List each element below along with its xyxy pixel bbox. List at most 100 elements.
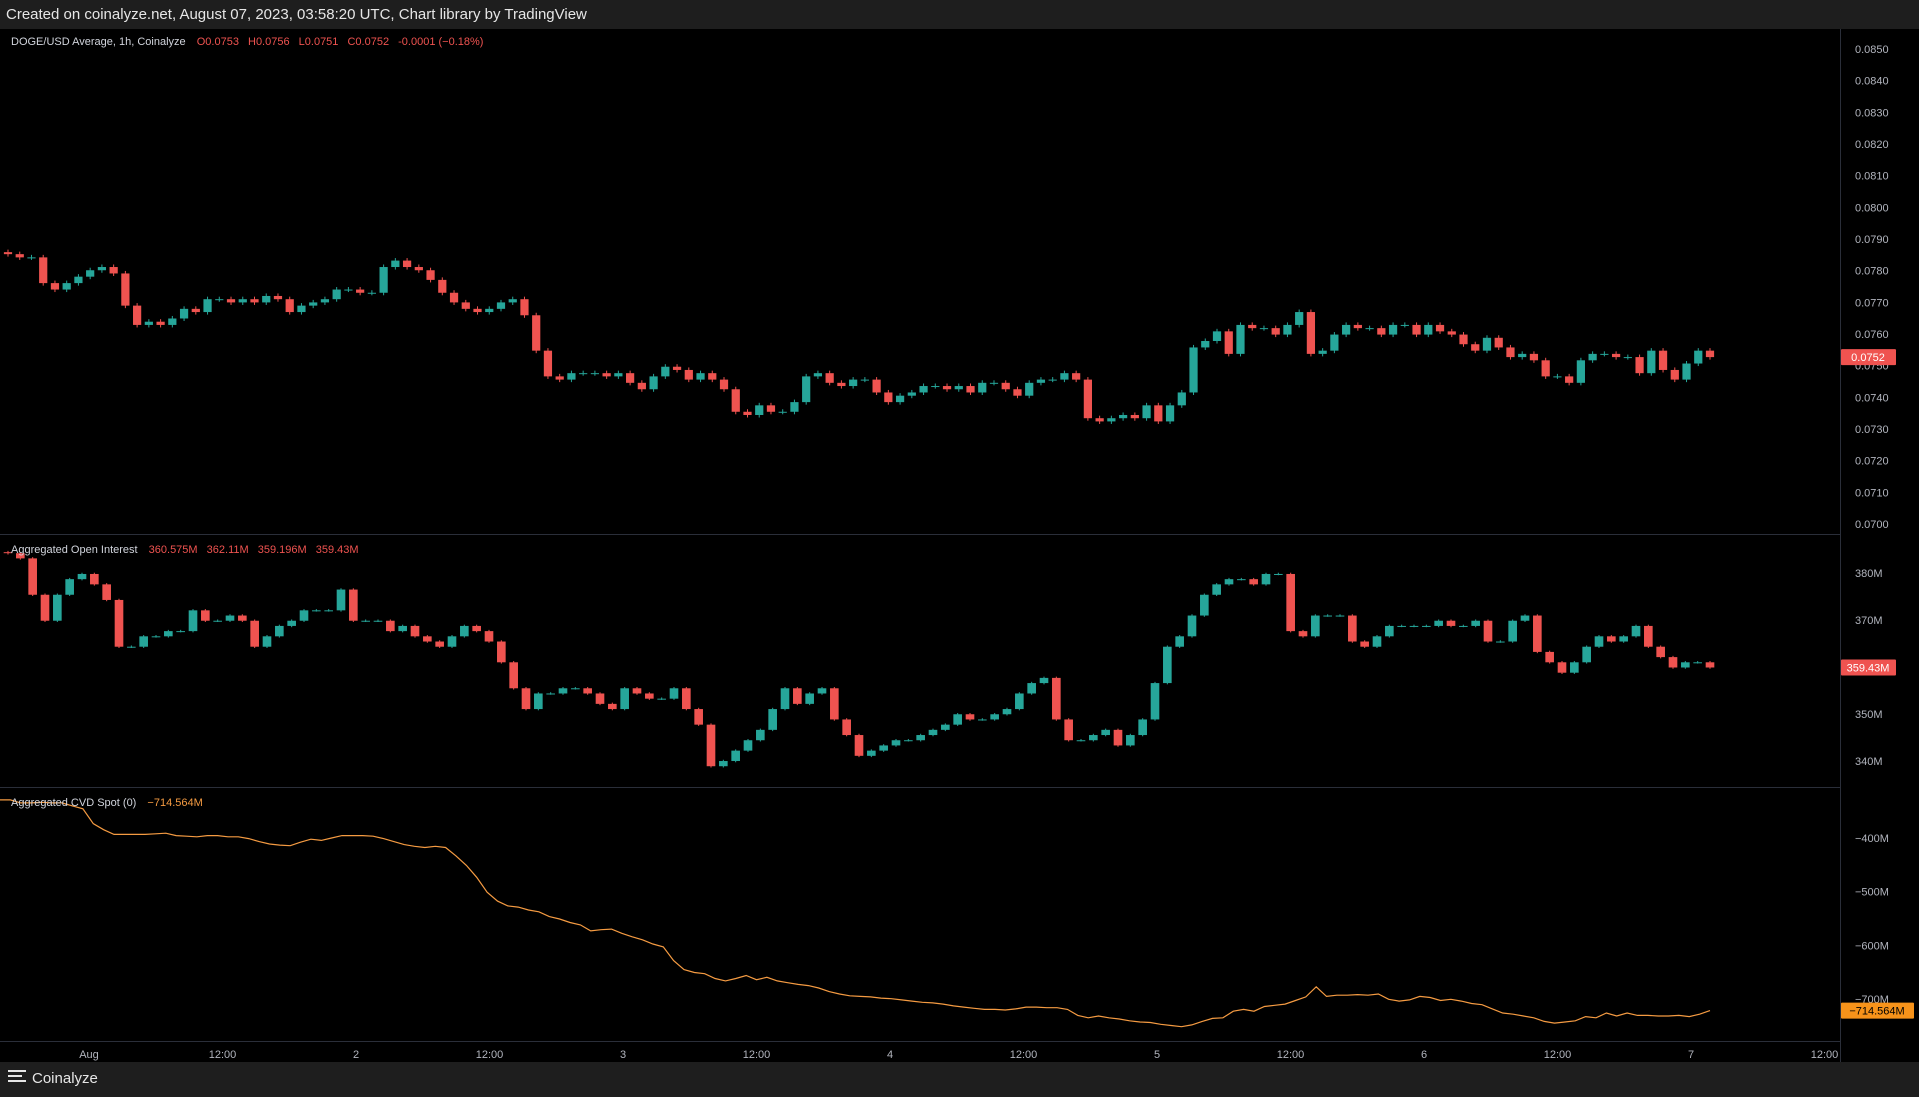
candle-body — [931, 386, 940, 388]
candle-body — [768, 709, 777, 730]
candle-body — [1494, 337, 1503, 348]
candle-body — [558, 688, 568, 694]
price-legend-high: H0.0756 — [248, 36, 290, 48]
candle-body — [379, 267, 388, 293]
candle-body — [520, 299, 529, 316]
candle-body — [1694, 350, 1703, 364]
candle-body — [438, 279, 447, 293]
y-tick-label: 0.0820 — [1855, 139, 1889, 151]
candle-body — [1142, 405, 1151, 419]
oi-legend-low: 359.196M — [258, 544, 307, 556]
candle-body — [320, 299, 330, 303]
candle-body — [447, 636, 457, 647]
x-tick-label: Aug — [79, 1049, 99, 1061]
candle-body — [1647, 350, 1656, 374]
candle-body — [825, 373, 834, 383]
candle-body — [1541, 360, 1550, 377]
candle-body — [191, 308, 200, 313]
y-tick-label: 0.0740 — [1855, 392, 1889, 404]
candle-body — [1520, 615, 1530, 621]
cvd-legend: Aggregated CVD Spot (0) −714.564M — [11, 797, 203, 809]
created-text: Created on coinalyze.net, August 07, 202… — [6, 6, 587, 23]
candle-body — [215, 299, 224, 301]
menu-lines-icon — [8, 1069, 26, 1087]
candle-body — [496, 302, 506, 309]
candle-body — [802, 376, 811, 403]
candle-body — [854, 735, 864, 756]
candle-body — [661, 366, 670, 377]
candle-body — [250, 620, 259, 647]
candle-body — [571, 688, 580, 690]
candle-body — [1471, 344, 1480, 351]
candle-body — [1224, 331, 1233, 354]
cvd-legend-value: −714.564M — [147, 797, 202, 809]
candle-body — [608, 703, 617, 710]
candle-body — [297, 305, 306, 313]
candle-body — [509, 662, 518, 689]
candle-body — [201, 610, 210, 621]
candle-body — [344, 289, 353, 291]
candle-body — [1261, 573, 1271, 585]
price-legend-low: L0.0751 — [299, 36, 339, 48]
candle-body — [27, 257, 36, 259]
candle-body — [1271, 328, 1280, 335]
candle-body — [1237, 579, 1246, 581]
candle-body — [534, 693, 543, 710]
candle-body — [637, 382, 646, 390]
price-candles — [3, 249, 1715, 424]
cvd-legend-title: Aggregated CVD Spot (0) — [11, 797, 136, 809]
candle-body — [176, 631, 185, 633]
candle-body — [461, 302, 470, 309]
last-value-label: 359.43M — [1847, 662, 1890, 674]
candle-body — [1212, 331, 1222, 342]
candle-body — [1496, 641, 1505, 643]
candle-body — [410, 625, 420, 637]
candle-body — [65, 579, 74, 595]
candle-body — [74, 276, 83, 284]
candle-body — [109, 267, 118, 274]
candle-body — [336, 589, 346, 611]
y-tick-label: −500M — [1855, 887, 1889, 899]
candle-body — [755, 405, 764, 415]
candle-body — [1323, 615, 1332, 617]
price-legend-change: -0.0001 (−0.18%) — [398, 36, 483, 48]
x-tick-label: 5 — [1154, 1049, 1160, 1061]
candle-body — [1400, 324, 1409, 326]
candle-body — [672, 366, 682, 370]
y-tick-label: 0.0780 — [1855, 266, 1889, 278]
candle-body — [879, 745, 888, 751]
candle-body — [398, 625, 407, 632]
candle-body — [1353, 324, 1362, 329]
candle-body — [546, 693, 555, 695]
y-tick-label: 0.0800 — [1855, 202, 1889, 214]
candle-body — [156, 321, 165, 325]
candle-body — [53, 594, 62, 621]
candle-body — [590, 373, 600, 375]
candle-body — [521, 688, 531, 710]
y-tick-label: 0.0710 — [1855, 487, 1889, 499]
candle-body — [904, 740, 913, 742]
candle-body — [386, 620, 395, 632]
candle-body — [1286, 573, 1295, 632]
candle-body — [731, 750, 740, 762]
candle-body — [1588, 353, 1597, 361]
candle-body — [373, 620, 383, 622]
candle-body — [1348, 615, 1357, 642]
candle-body — [1107, 418, 1116, 422]
x-tick-label: 7 — [1688, 1049, 1694, 1061]
coinalyze-logo[interactable]: Coinalyze — [8, 1069, 98, 1087]
candle-body — [356, 289, 365, 293]
candle-body — [168, 318, 177, 325]
candle-body — [1607, 636, 1616, 642]
y-tick-label: 0.0720 — [1855, 456, 1889, 468]
candle-body — [460, 625, 469, 637]
candle-body — [1635, 357, 1644, 374]
candle-body — [225, 615, 235, 621]
chart-area[interactable]: 0.0850 0.0840 0.0830 0.0820 0.0810 0.0800 0.07… — [0, 29, 1919, 1062]
candle-body — [567, 373, 576, 380]
candle-body — [15, 254, 24, 258]
candle-body — [1283, 324, 1292, 335]
candle-body — [1681, 662, 1690, 668]
candle-body — [1365, 328, 1374, 330]
candle-body — [121, 273, 130, 306]
